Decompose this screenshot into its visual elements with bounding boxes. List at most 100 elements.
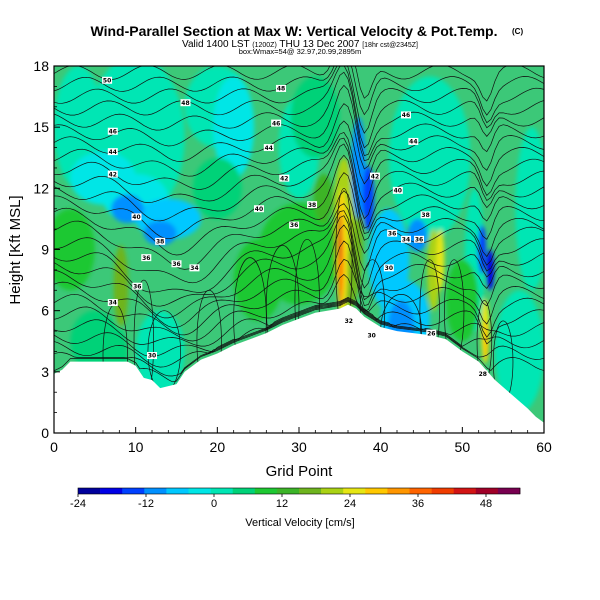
contour-label: 46 [109, 128, 117, 135]
contour-label-bg [420, 211, 431, 219]
theta-contours [54, 66, 544, 407]
contour-label: 36 [415, 237, 423, 244]
colorbar: -24 -12 0 12 24 36 48 [70, 487, 521, 510]
colorbar-swatch [497, 488, 521, 494]
contour-label: 34 [109, 300, 117, 307]
contour-label-bg [400, 111, 411, 119]
theta-contour [54, 203, 544, 284]
contour-label: 40 [394, 188, 402, 195]
contour-labels: 50 48 48 46 46 46 44 44 44 42 42 42 40 40 40 38 38 38 36 36… [102, 76, 488, 378]
theta-contour [54, 103, 544, 171]
velocity-cell [54, 208, 95, 291]
theta-contour [54, 172, 544, 256]
velocity-cell [192, 157, 242, 219]
contour-label-bg [426, 329, 437, 337]
colorbar-swatch [321, 488, 344, 494]
contour-label-bg [107, 170, 118, 178]
contour-label-bg [369, 172, 380, 180]
colorbar-swatch [232, 488, 256, 494]
contour-label: 30 [368, 332, 376, 339]
contour-label-bg [180, 99, 191, 107]
colorbar-tick-label: 0 [211, 498, 217, 510]
subtitle-valid: Valid 1400 LST [182, 39, 250, 50]
contour-label-bg [263, 144, 274, 152]
contour-label-bg [132, 282, 143, 290]
x-axis-label: Grid Point [266, 463, 334, 480]
colorbar-swatch [254, 488, 278, 494]
contour-label: 30 [148, 353, 156, 360]
theta-contour [54, 215, 544, 307]
colorbar-tick-label: -24 [70, 498, 86, 510]
contour-label-bg [131, 213, 142, 221]
contour-label: 36 [388, 230, 396, 237]
y-tick-label: 9 [41, 242, 49, 258]
contour-label: 38 [156, 239, 164, 246]
colorbar-frame [77, 487, 521, 495]
contour-label: 42 [109, 171, 117, 178]
colorbar-tick-label: -12 [138, 498, 154, 510]
colorbar-swatch [210, 488, 233, 494]
contour-label-bg [155, 237, 166, 245]
colorbar-swatch [166, 488, 189, 494]
contour-label: 36 [142, 255, 150, 262]
contour-label: 48 [277, 86, 285, 93]
subtitle-zulu: (1200Z) [252, 42, 277, 49]
contour-label: 26 [427, 330, 435, 337]
contour-label-bg [107, 299, 118, 307]
theta-contour [54, 66, 544, 149]
y-tick-label: 18 [33, 58, 49, 74]
chart-title: Wind-Parallel Section at Max W: Vertical… [90, 23, 497, 39]
contour-label-bg [107, 127, 118, 135]
velocity-cell [143, 220, 177, 246]
colorbar-tick-label: 36 [412, 498, 424, 510]
title-mark: (C) [512, 27, 523, 36]
colorbar-tick-label: 12 [276, 498, 288, 510]
contour-label-bg [289, 221, 300, 229]
chart-subtitle-2: box:Wmax=54@ 32.97,20.99,2895m [239, 47, 361, 56]
contour-label: 34 [190, 265, 198, 272]
contour-label: 40 [255, 206, 263, 213]
colorbar-swatch [387, 488, 410, 494]
theta-contour [54, 258, 544, 336]
velocity-cell [446, 259, 479, 342]
theta-contour [54, 120, 544, 187]
contour-label-bg [171, 260, 182, 268]
colorbar-swatch [276, 488, 300, 494]
contour-label-bg [343, 317, 354, 325]
colorbar-swatch [78, 488, 101, 494]
contour-label: 50 [103, 77, 111, 84]
contour-label-bg [141, 254, 152, 262]
x-tick-label: 30 [291, 439, 307, 455]
contour-label: 38 [421, 212, 429, 219]
contour-label: 30 [385, 265, 393, 272]
contour-label-bg [147, 352, 157, 360]
contour-label: 34 [402, 237, 410, 244]
contour-label-bg [400, 235, 411, 243]
colorbar-swatch [299, 488, 322, 494]
subtitle-forecast: [18hr cst@2345Z] [362, 42, 418, 49]
colorbar-swatch [365, 488, 388, 494]
contour-label-bg [387, 229, 398, 237]
contour-label-bg [383, 264, 394, 272]
colorbar-swatch [453, 488, 477, 494]
contour-label: 32 [345, 318, 353, 325]
colorbar-tick-label: 24 [344, 498, 356, 510]
contour-label-bg [366, 331, 377, 339]
terrain-mask [54, 304, 544, 433]
subtitle-date: THU 13 Dec 2007 [279, 39, 359, 50]
contour-label: 42 [371, 173, 379, 180]
velocity-cell [407, 218, 428, 252]
contour-label-bg [276, 84, 287, 92]
theta-contour [54, 240, 544, 328]
theta-contour [54, 66, 544, 134]
x-tick-label: 60 [536, 439, 552, 455]
contour-label-bg [102, 76, 113, 84]
contour-label: 36 [133, 283, 141, 290]
y-tick-label: 15 [33, 119, 49, 135]
x-tick-label: 40 [373, 439, 389, 455]
contour-label: 36 [172, 261, 180, 268]
contour-label: 48 [181, 100, 189, 107]
colorbar-swatch [100, 488, 123, 494]
